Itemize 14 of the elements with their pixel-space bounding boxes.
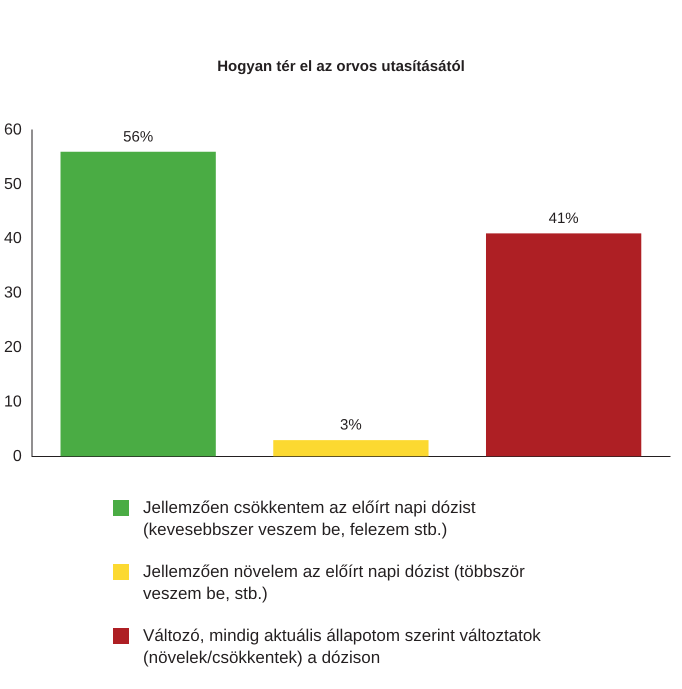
chart-title: Hogyan tér el az orvos utasításától	[216, 58, 466, 75]
data-label: 3%	[340, 416, 362, 434]
y-tick-label: 20	[4, 339, 22, 356]
y-tick-label: 10	[4, 393, 22, 410]
legend-label: Jellemzően csökkentem az előírt napi dózist (kevesebbszer veszem be, felezem stb.)	[143, 497, 477, 541]
y-tick-label: 50	[4, 176, 22, 193]
y-tick-label: 40	[4, 230, 22, 248]
legend-label: Változó, mindig aktuális állapotom szerint változtatok (növelek/csökkentek) a dózison	[143, 625, 542, 669]
legend-label: Jellemzően növelem az előírt napi dózist (többször veszem be, stb.)	[143, 561, 526, 605]
y-tick-label: 0	[12, 448, 22, 465]
y-tick-label: 30	[4, 284, 22, 302]
y-tick-label: 60	[4, 121, 22, 138]
data-label: 56%	[123, 128, 154, 146]
data-label: 41%	[548, 210, 579, 227]
